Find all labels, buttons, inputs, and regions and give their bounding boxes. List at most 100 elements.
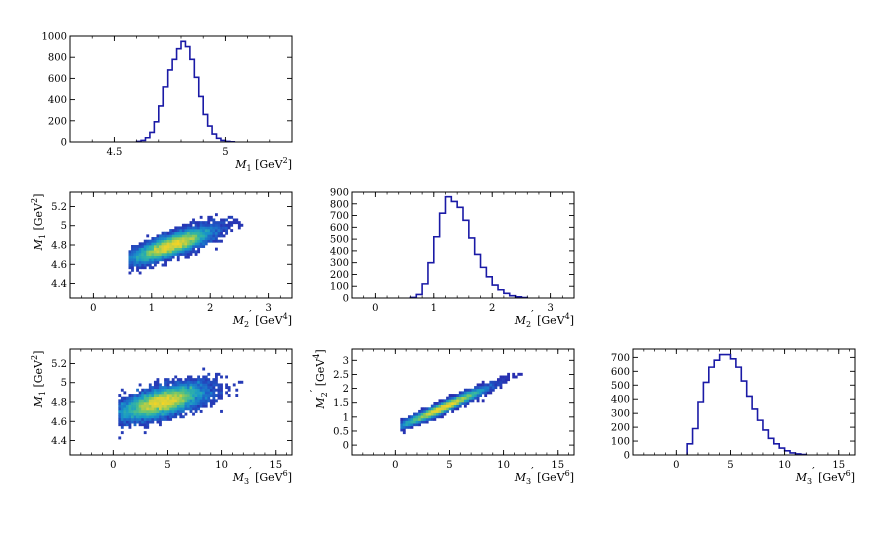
heatmap-cell	[204, 383, 208, 387]
heatmap-cell	[174, 409, 178, 413]
heatmap-cell	[146, 234, 150, 238]
heatmap-cell	[199, 399, 203, 403]
heatmap-cell	[189, 388, 193, 392]
heatmap-cell	[131, 394, 134, 397]
heatmap-cell	[151, 237, 155, 240]
heatmap-cell	[484, 383, 488, 387]
heatmap-cell	[120, 396, 124, 400]
heatmap-cell	[138, 420, 142, 424]
heatmap-cell	[120, 425, 124, 429]
heatmap-cell	[141, 242, 145, 246]
heatmap-cell	[171, 394, 175, 397]
heatmap-cell	[232, 218, 236, 222]
heatmap-cell	[484, 388, 488, 392]
heatmap-cell	[428, 409, 432, 413]
heatmap-cell	[138, 258, 142, 262]
heatmap-cell	[166, 255, 170, 259]
heatmap-cell	[146, 396, 150, 400]
heatmap-cell	[159, 396, 162, 400]
heatmap-cell	[131, 417, 134, 421]
x-axis-label: M2′ [GeV4]	[232, 308, 292, 329]
heatmap-cell	[199, 394, 203, 397]
y-tick-label: 0.5	[333, 426, 349, 437]
heatmap-cell	[491, 383, 495, 387]
heatmap-cell	[504, 378, 508, 382]
heatmap-cell	[458, 391, 462, 395]
heatmap-cell	[156, 380, 160, 384]
heatmap-cell	[169, 404, 173, 408]
heatmap-cell	[156, 412, 160, 416]
heatmap-cell	[123, 407, 127, 411]
heatmap-cell	[486, 391, 490, 395]
heatmap-cell	[161, 388, 165, 392]
heatmap-cell	[161, 231, 165, 235]
heatmap-cell	[174, 404, 178, 408]
heatmap-cell	[141, 391, 145, 395]
heatmap-cell	[141, 258, 145, 262]
heatmap-cell	[207, 386, 211, 390]
heatmap-cell	[125, 409, 129, 413]
histogram-bin	[203, 114, 207, 142]
heatmap-cell	[156, 420, 160, 424]
heatmap-cell	[133, 415, 137, 419]
heatmap-cell	[204, 231, 208, 235]
heatmap-cell	[153, 417, 157, 421]
heatmap-cell	[143, 260, 147, 264]
heatmap-cell	[197, 383, 201, 387]
heatmap-cell	[164, 417, 167, 421]
heatmap-cell	[133, 260, 137, 264]
heatmap-cell	[209, 388, 213, 392]
heatmap-cell	[425, 409, 429, 413]
heatmap-cell	[207, 218, 211, 222]
heatmap-cell	[148, 383, 152, 387]
histogram-bin	[693, 429, 698, 456]
heatmap-cell	[171, 252, 175, 256]
heatmap-cell	[418, 417, 421, 421]
heatmap-cell	[133, 417, 137, 421]
heatmap-cell	[466, 388, 470, 392]
heatmap-cell	[176, 380, 180, 384]
heatmap-cell	[423, 412, 427, 416]
histogram-bin	[177, 49, 181, 142]
heatmap-cell	[217, 383, 221, 387]
heatmap-cell	[489, 391, 493, 395]
heatmap-cell	[146, 263, 150, 267]
heatmap-cell	[138, 404, 142, 408]
heatmap-cell	[136, 396, 139, 400]
heatmap-cell	[174, 247, 178, 251]
heatmap-cell	[164, 415, 167, 419]
heatmap-cell	[136, 409, 139, 413]
plot-area	[135, 40, 236, 142]
heatmap-cell	[469, 391, 472, 395]
heatmap-cell	[141, 412, 145, 416]
heatmap-cell	[123, 417, 127, 421]
heatmap-cell	[453, 404, 457, 408]
heatmap-cell	[438, 399, 442, 403]
heatmap-cell	[197, 234, 201, 238]
heatmap-cell	[227, 221, 231, 225]
heatmap-cell	[176, 229, 180, 233]
heatmap-cell	[123, 420, 127, 424]
heatmap-cell	[202, 396, 206, 400]
heatmap-cell	[187, 380, 190, 384]
heatmap-cell	[136, 417, 139, 421]
heatmap-cell	[171, 409, 175, 413]
heatmap-cell	[174, 407, 178, 411]
heatmap-cell	[153, 396, 157, 400]
heatmap-cell	[176, 409, 180, 413]
heatmap-cell	[128, 415, 132, 419]
heatmap-cell	[169, 396, 173, 400]
heatmap-cell	[448, 399, 452, 403]
heatmap-cell	[207, 380, 211, 384]
heatmap-cell	[174, 388, 178, 392]
heatmap-cell	[156, 237, 160, 240]
heatmap-cell	[123, 412, 127, 416]
heatmap-cell	[153, 412, 157, 416]
histogram-bin	[445, 197, 451, 298]
heatmap-cell	[153, 394, 157, 397]
heatmap-cell	[212, 237, 216, 240]
heatmap-cell	[169, 412, 173, 416]
y-tick-label: 3	[343, 356, 349, 367]
heatmap-cell	[143, 412, 147, 416]
heatmap-cell	[169, 391, 173, 395]
